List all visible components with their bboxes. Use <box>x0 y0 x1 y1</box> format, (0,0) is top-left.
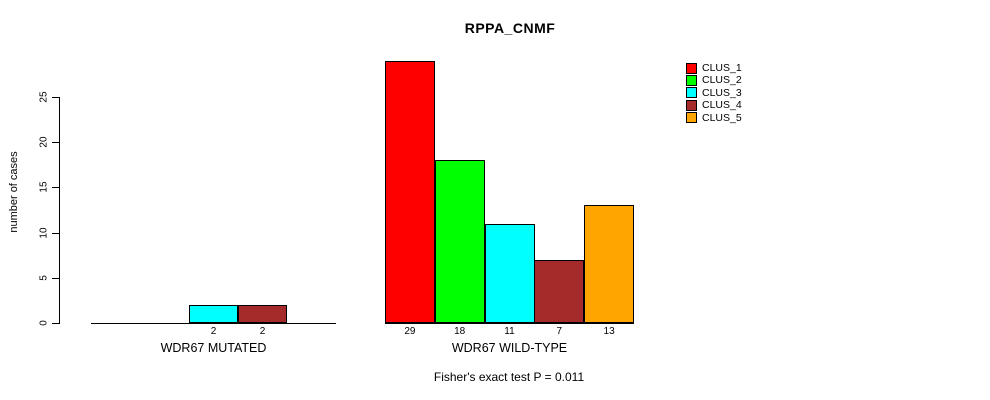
bar-value-label: 29 <box>404 326 416 337</box>
y-axis-tick <box>52 323 59 324</box>
footnote-fisher-test: Fisher's exact test P = 0.011 <box>433 370 585 384</box>
bar-value-label: 2 <box>259 326 266 337</box>
legend-item-clus_2: CLUS_2 <box>686 74 742 86</box>
legend-swatch-clus_4 <box>686 99 697 111</box>
bar-value-label: 18 <box>454 326 466 337</box>
y-axis-tick-label: 5 <box>38 275 50 281</box>
y-axis-line <box>59 97 60 324</box>
y-axis-tick <box>52 187 59 189</box>
y-axis-tick-label: 25 <box>38 91 50 103</box>
group-label: WDR67 WILD-TYPE <box>451 341 568 355</box>
legend-label: CLUS_4 <box>702 99 742 112</box>
legend-label: CLUS_5 <box>702 111 742 124</box>
y-axis-tick-label: 10 <box>38 227 50 239</box>
bar-clus_4 <box>534 260 584 323</box>
legend-item-clus_5: CLUS_5 <box>686 112 742 124</box>
legend-item-clus_1: CLUS_1 <box>686 62 742 74</box>
bar-clus_2 <box>435 160 485 323</box>
chart-title: RPPA_CNMF <box>464 20 556 36</box>
bar-clus_4 <box>238 305 287 323</box>
y-axis-tick <box>52 277 59 279</box>
y-axis-label: number of cases <box>8 151 20 233</box>
legend-item-clus_4: CLUS_4 <box>686 99 742 111</box>
bar-value-label: 7 <box>556 326 563 337</box>
y-axis-tick <box>52 232 59 234</box>
bar-clus_3 <box>189 305 238 323</box>
legend-label: CLUS_1 <box>702 62 742 74</box>
bar-value-label: 11 <box>504 326 515 337</box>
legend-swatch-clus_1 <box>686 62 697 74</box>
legend-swatch-clus_3 <box>686 87 697 99</box>
y-axis-tick-label: 15 <box>38 181 50 193</box>
x-axis-baseline <box>91 323 336 324</box>
legend-label: CLUS_2 <box>702 74 742 87</box>
bar-value-label: 2 <box>210 326 217 337</box>
bar-clus_3 <box>485 224 535 323</box>
y-axis-tick-label: 0 <box>38 320 50 326</box>
legend-label: CLUS_3 <box>702 86 742 99</box>
bar-value-label: 13 <box>603 326 615 337</box>
y-axis-tick <box>52 97 59 98</box>
y-axis-tick-label: 20 <box>38 136 50 148</box>
bar-clus_1 <box>385 61 435 323</box>
bar-clus_5 <box>584 205 634 323</box>
legend-swatch-clus_5 <box>686 112 697 124</box>
y-axis-tick <box>52 142 59 144</box>
group-label: WDR67 MUTATED <box>160 341 267 355</box>
legend-swatch-clus_2 <box>686 74 697 86</box>
legend-item-clus_3: CLUS_3 <box>686 87 742 99</box>
x-axis-baseline <box>385 323 634 324</box>
